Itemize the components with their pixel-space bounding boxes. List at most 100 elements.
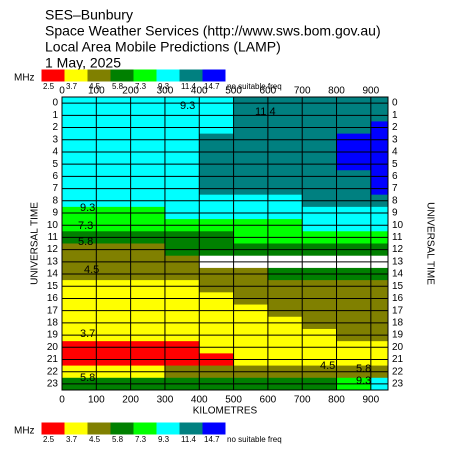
legend-swatch <box>87 422 112 435</box>
legend-label: 9.3 <box>158 82 170 91</box>
y-tick-label: 0 <box>52 98 58 109</box>
y-tick-label: 15 <box>47 281 59 292</box>
x-tick-label: 800 <box>328 395 345 406</box>
y-tick-label: 2 <box>52 122 58 133</box>
x-tick-label: 200 <box>122 86 139 97</box>
legend-swatch <box>179 69 204 82</box>
x-axis-label: KILOMETRES <box>193 406 258 417</box>
x-tick-label: 200 <box>122 395 139 406</box>
legend-unit: MHz <box>14 73 35 84</box>
legend-swatch <box>110 422 135 435</box>
y-tick-label: 6 <box>392 171 398 182</box>
y-tick-label: 14 <box>392 269 404 280</box>
y-tick-label: 3 <box>52 134 58 145</box>
y-tick-label: 16 <box>392 293 404 304</box>
y-tick-label: 17 <box>392 305 404 316</box>
y-tick-label: 13 <box>392 256 404 267</box>
x-tick-label: 0 <box>59 86 65 97</box>
legend-label: 9.3 <box>158 435 170 444</box>
header-line: SES–Bunbury <box>45 7 133 23</box>
contour-label: 4.5 <box>84 264 99 276</box>
y-axis-label: UNIVERSAL TIME <box>30 202 41 285</box>
legend-label: 7.3 <box>135 82 147 91</box>
legend-label: 5.8 <box>112 435 124 444</box>
contour-label: 3.7 <box>80 328 95 340</box>
legend-swatch <box>202 422 227 435</box>
y-tick-label: 17 <box>47 305 59 316</box>
legend-label: 2.5 <box>43 435 55 444</box>
y-tick-label: 0 <box>392 98 398 109</box>
legend-swatch <box>156 69 181 82</box>
legend-label: 14.7 <box>204 82 220 91</box>
legend-label: no suitable freq <box>227 82 282 91</box>
y-tick-label: 1 <box>392 110 398 121</box>
y-tick-label: 9 <box>392 208 398 219</box>
y-tick-label: 4 <box>52 147 58 158</box>
legend-label: 4.5 <box>89 82 101 91</box>
y-tick-label: 2 <box>392 122 398 133</box>
y-tick-label: 7 <box>392 183 398 194</box>
legend-label: 5.8 <box>112 82 124 91</box>
y-tick-label: 19 <box>47 330 59 341</box>
legend-swatch <box>110 69 135 82</box>
y-tick-label: 12 <box>392 244 404 255</box>
x-tick-label: 400 <box>191 86 208 97</box>
y-tick-label: 3 <box>392 134 398 145</box>
legend-swatch <box>133 69 158 82</box>
x-tick-label: 400 <box>191 395 208 406</box>
contour-label: 9.3 <box>80 202 95 214</box>
y-tick-label: 11 <box>48 232 59 243</box>
legend-label: 3.7 <box>66 435 78 444</box>
y-tick-label: 19 <box>392 330 404 341</box>
x-tick-label: 600 <box>260 395 277 406</box>
y-tick-label: 23 <box>47 379 59 390</box>
y-tick-label: 18 <box>392 317 404 328</box>
legend-label: 2.5 <box>43 82 55 91</box>
y-tick-label: 4 <box>392 147 398 158</box>
y-tick-label: 20 <box>392 342 404 353</box>
contour-label: 9.3 <box>356 375 371 387</box>
legend-label: 14.7 <box>204 435 220 444</box>
legend-swatch <box>202 69 227 82</box>
legend-swatch <box>41 422 66 435</box>
x-tick-label: 100 <box>88 86 105 97</box>
x-tick-label: 900 <box>362 395 379 406</box>
legend-unit: MHz <box>14 426 35 437</box>
contour-label: 7.3 <box>78 220 93 232</box>
x-tick-label: 700 <box>294 395 311 406</box>
y-tick-label: 21 <box>47 354 59 365</box>
y-tick-label: 10 <box>392 220 404 231</box>
x-tick-label: 100 <box>88 395 105 406</box>
legend-label: 3.7 <box>66 82 78 91</box>
y-tick-label: 11 <box>392 232 403 243</box>
y-tick-label: 7 <box>52 183 58 194</box>
y-tick-label: 5 <box>52 159 58 170</box>
legend-label: 7.3 <box>135 435 147 444</box>
legend-swatch <box>41 69 66 82</box>
y-tick-label: 8 <box>392 195 398 206</box>
y-tick-label: 12 <box>47 244 59 255</box>
plot-frame <box>61 96 389 391</box>
legend-swatch <box>133 422 158 435</box>
y-tick-label: 22 <box>47 366 59 377</box>
y-tick-label: 23 <box>392 379 404 390</box>
y-tick-label: 10 <box>47 220 59 231</box>
x-tick-label: 300 <box>157 395 174 406</box>
x-tick-label: 700 <box>294 86 311 97</box>
header-line: Space Weather Services (http://www.sws.b… <box>45 23 381 39</box>
x-tick-label: 500 <box>225 395 242 406</box>
legend-swatch <box>156 422 181 435</box>
y-tick-label: 21 <box>392 354 404 365</box>
legend-swatch <box>225 422 257 435</box>
contour-label: 9.3 <box>180 100 195 112</box>
y-tick-label: 15 <box>392 281 404 292</box>
y-axis-label: UNIVERSAL TIME <box>424 202 435 285</box>
header-line: 1 May, 2025 <box>45 55 121 71</box>
x-tick-label: 500 <box>225 86 242 97</box>
x-tick-label: 0 <box>59 395 65 406</box>
y-tick-label: 5 <box>392 159 398 170</box>
y-tick-label: 8 <box>52 195 58 206</box>
y-tick-label: 6 <box>52 171 58 182</box>
contour-label: 4.5 <box>320 360 335 372</box>
contour-label: 5.8 <box>80 372 95 384</box>
